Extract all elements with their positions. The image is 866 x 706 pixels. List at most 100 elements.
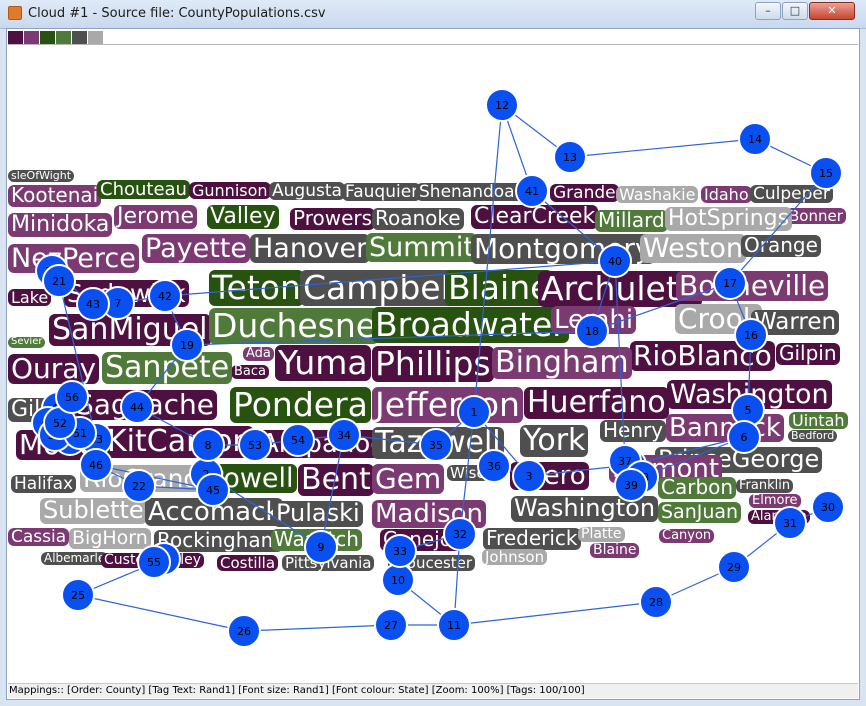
minimize-button[interactable]: – bbox=[755, 2, 781, 20]
graph-node-circle[interactable] bbox=[196, 473, 230, 507]
cloud-tag[interactable]: Grande bbox=[550, 184, 619, 202]
tag-cloud-canvas[interactable]: sleOfWight Kootenai Chouteau Gunnison August… bbox=[8, 45, 858, 681]
graph-node-circle[interactable] bbox=[374, 608, 408, 642]
cloud-tag[interactable]: Washakie bbox=[616, 186, 699, 203]
cloud-tag[interactable]: Platte bbox=[578, 526, 625, 543]
close-button[interactable]: ✕ bbox=[809, 2, 855, 20]
cloud-tag[interactable]: Bingham bbox=[492, 346, 632, 380]
graph-node[interactable]: 22 bbox=[122, 469, 156, 503]
graph-node-circle[interactable] bbox=[304, 530, 338, 564]
cloud-tag[interactable]: Payette bbox=[142, 234, 250, 263]
palette-swatch[interactable] bbox=[24, 31, 39, 45]
graph-node[interactable]: 19 bbox=[170, 328, 204, 362]
cloud-tag[interactable]: Jerome bbox=[114, 205, 198, 229]
graph-node-circle[interactable] bbox=[738, 122, 772, 156]
cloud-tag[interactable]: Broadwater bbox=[372, 307, 569, 343]
palette-swatch[interactable] bbox=[72, 31, 87, 45]
palette-swatch[interactable] bbox=[8, 31, 23, 45]
cloud-tag[interactable]: KitCarson bbox=[104, 425, 255, 459]
cloud-tag[interactable]: SanJuan bbox=[658, 502, 742, 523]
graph-node-circle[interactable] bbox=[122, 469, 156, 503]
cloud-tag[interactable]: Franklin bbox=[736, 478, 794, 494]
cloud-tag[interactable]: Bonneville bbox=[676, 270, 829, 302]
graph-node[interactable]: 54 bbox=[281, 423, 315, 457]
graph-node[interactable]: 31 bbox=[773, 506, 807, 540]
graph-node-circle[interactable] bbox=[598, 244, 632, 278]
graph-node[interactable]: 53 bbox=[238, 428, 272, 462]
graph-node-circle[interactable] bbox=[477, 449, 511, 483]
graph-node[interactable]: 42 bbox=[148, 279, 182, 313]
cloud-tag[interactable]: Gunnison bbox=[189, 182, 271, 199]
cloud-tag[interactable]: Teton bbox=[209, 270, 304, 306]
graph-node[interactable]: 46 bbox=[79, 448, 113, 482]
palette-swatch[interactable] bbox=[56, 31, 71, 45]
cloud-tag[interactable]: Huerfano bbox=[524, 386, 669, 420]
graph-node-circle[interactable] bbox=[727, 420, 761, 454]
graph-node[interactable]: 14 bbox=[738, 122, 772, 156]
cloud-tag[interactable]: Johnson bbox=[482, 549, 548, 565]
graph-node[interactable]: 34 bbox=[327, 418, 361, 452]
graph-node-circle[interactable] bbox=[327, 418, 361, 452]
graph-node-circle[interactable] bbox=[811, 490, 845, 524]
cloud-tag[interactable]: HotSprings bbox=[665, 207, 793, 231]
graph-node-circle[interactable] bbox=[137, 545, 171, 579]
graph-node[interactable]: 33 bbox=[383, 534, 417, 568]
cloud-tag[interactable]: Rockingham bbox=[154, 529, 284, 552]
graph-node-circle[interactable] bbox=[639, 585, 673, 619]
cloud-tag[interactable]: Canyon bbox=[659, 528, 715, 544]
cloud-tag[interactable]: Sublette bbox=[40, 497, 147, 524]
graph-node-circle[interactable] bbox=[515, 174, 549, 208]
graph-node-circle[interactable] bbox=[457, 395, 491, 429]
cloud-tag[interactable]: Frederick bbox=[483, 527, 581, 550]
graph-node-circle[interactable] bbox=[76, 287, 110, 321]
graph-node-circle[interactable] bbox=[443, 517, 477, 551]
cloud-tag[interactable]: Hanover bbox=[250, 234, 371, 263]
graph-node-circle[interactable] bbox=[148, 279, 182, 313]
cloud-tag[interactable]: Valley bbox=[207, 205, 279, 229]
graph-node[interactable]: 9 bbox=[304, 530, 338, 564]
cloud-tag[interactable]: BigHorn bbox=[69, 528, 151, 549]
cloud-tag[interactable]: Lake bbox=[8, 289, 52, 306]
cloud-tag[interactable]: Pondera bbox=[230, 387, 371, 423]
cloud-tag[interactable]: Gem bbox=[372, 463, 445, 495]
cloud-tag[interactable]: Pittsylvania bbox=[282, 555, 375, 571]
cloud-tag[interactable]: Bannock bbox=[666, 414, 784, 442]
graph-node[interactable]: 55 bbox=[137, 545, 171, 579]
cloud-tag[interactable]: Sanpete bbox=[102, 351, 233, 385]
window-title-bar[interactable]: Cloud #1 - Source file: CountyPopulation… bbox=[0, 0, 866, 29]
cloud-tag[interactable]: Pulaski bbox=[273, 500, 363, 527]
graph-node-circle[interactable] bbox=[717, 550, 751, 584]
graph-node-circle[interactable] bbox=[383, 534, 417, 568]
cloud-tag[interactable]: Cassia bbox=[8, 528, 70, 546]
cloud-tag[interactable]: Roanoke bbox=[372, 207, 464, 230]
cloud-tag[interactable]: Albemarle bbox=[41, 552, 109, 565]
graph-node-circle[interactable] bbox=[614, 468, 648, 502]
graph-node-circle[interactable] bbox=[170, 328, 204, 362]
cloud-tag[interactable]: Carbon bbox=[658, 476, 737, 499]
graph-node[interactable]: 16 bbox=[734, 318, 768, 352]
cloud-tag[interactable]: Minidoka bbox=[8, 213, 113, 237]
graph-node[interactable]: 18 bbox=[575, 314, 609, 348]
graph-node-circle[interactable] bbox=[437, 608, 471, 642]
cloud-tag[interactable]: Elmore bbox=[749, 493, 801, 509]
cloud-tag[interactable]: Kootenai bbox=[8, 184, 102, 207]
cloud-tag[interactable]: Bonner bbox=[786, 208, 846, 224]
cloud-tag[interactable]: Archuleta bbox=[538, 271, 703, 307]
palette-swatch[interactable] bbox=[40, 31, 55, 45]
cloud-tag[interactable]: Duchesne bbox=[209, 308, 380, 344]
graph-node-circle[interactable] bbox=[485, 88, 519, 122]
graph-node[interactable]: 26 bbox=[227, 614, 261, 648]
cloud-tag[interactable]: Millard bbox=[595, 209, 668, 232]
graph-node[interactable]: 30 bbox=[811, 490, 845, 524]
graph-node[interactable]: 7 bbox=[101, 286, 135, 320]
palette-swatch[interactable] bbox=[88, 31, 103, 45]
graph-node-circle[interactable] bbox=[419, 428, 453, 462]
cloud-tag[interactable]: Sevier bbox=[8, 336, 46, 348]
cloud-tag[interactable]: Baca bbox=[231, 364, 269, 380]
graph-node[interactable]: 3 bbox=[512, 459, 546, 493]
graph-node-circle[interactable] bbox=[42, 264, 76, 298]
graph-node-circle[interactable] bbox=[238, 428, 272, 462]
cloud-tag[interactable]: Blaine bbox=[445, 270, 554, 306]
graph-node[interactable]: 25 bbox=[61, 578, 95, 612]
graph-node[interactable]: 15 bbox=[809, 156, 843, 190]
